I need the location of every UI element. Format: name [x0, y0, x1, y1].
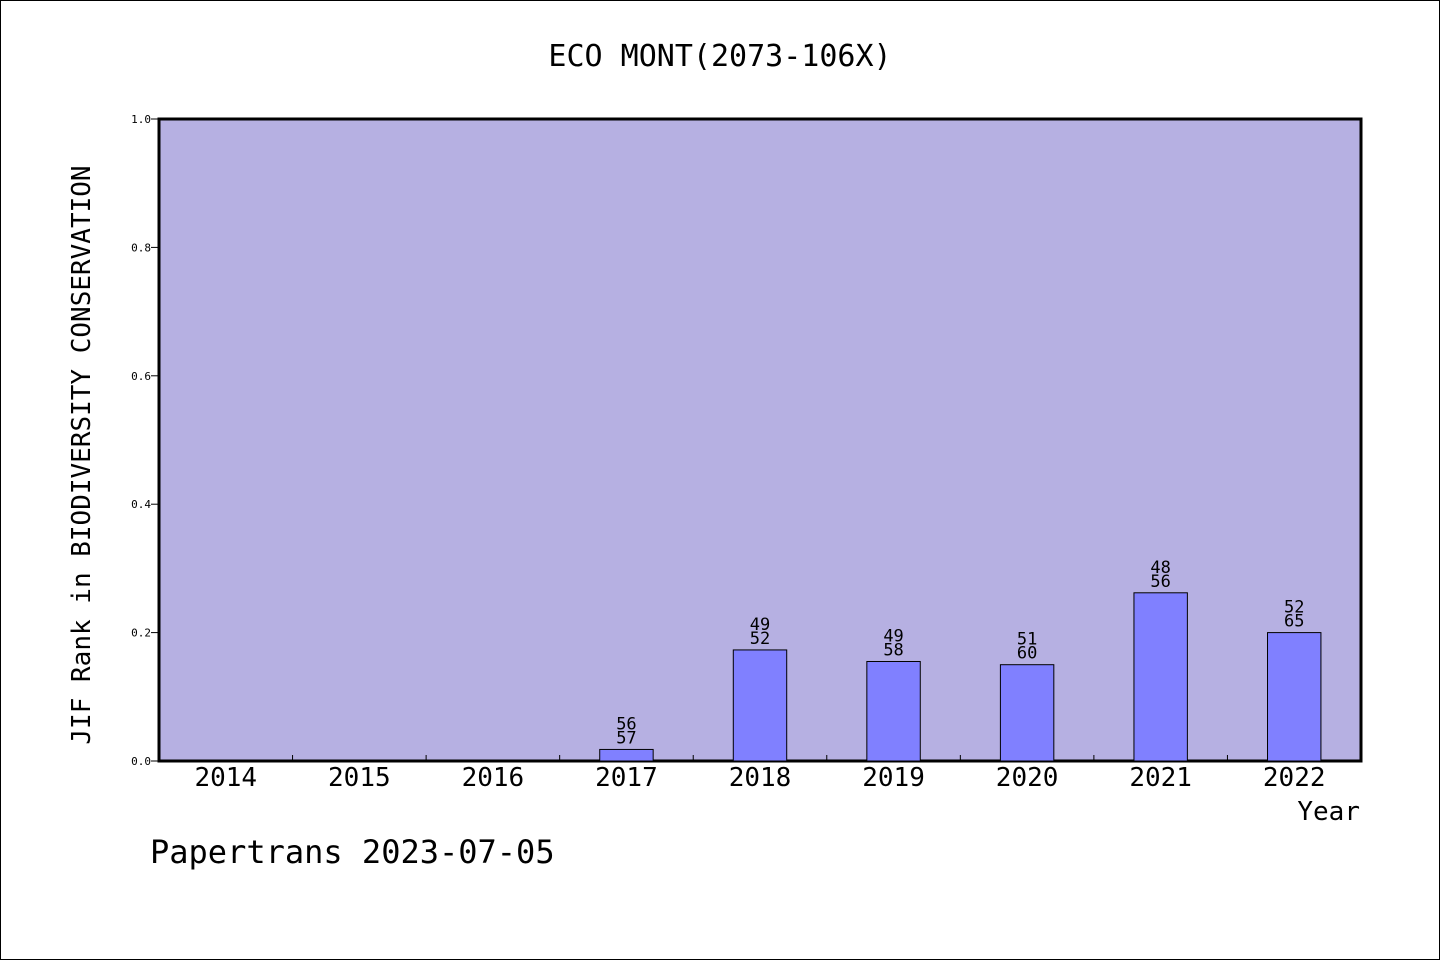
bar-label-total: 65	[1284, 612, 1304, 632]
x-tick-label: 2017	[595, 763, 658, 793]
y-axis-label: JIF Rank in BIODIVERSITY CONSERVATION	[67, 165, 97, 744]
bar-2022	[1267, 632, 1322, 762]
y-tick-label: 0.6	[131, 370, 151, 383]
bar-label-total: 57	[616, 728, 636, 748]
y-tick-label: 0.4	[131, 498, 151, 511]
x-axis-label: Year	[1297, 797, 1360, 827]
bar-label-rank: 56	[616, 714, 636, 734]
x-tick-label: 2018	[729, 763, 792, 793]
bar-label-rank: 48	[1150, 558, 1170, 578]
bars	[599, 592, 1322, 762]
bar-2021	[1133, 592, 1188, 762]
bar-2019	[866, 660, 921, 762]
footer-credit: Papertrans 2023-07-05	[150, 833, 555, 871]
bar-label-total: 58	[883, 640, 903, 660]
bar-label-total: 52	[750, 629, 770, 649]
x-tick-label: 2014	[194, 763, 257, 793]
bar-2017	[599, 748, 654, 762]
y-tick-label: 0.2	[131, 627, 151, 640]
bar-label-total: 60	[1017, 644, 1037, 664]
x-axis: 2014 2015 2016 2017 2018 2019 2020 2021 2022	[194, 755, 1326, 793]
y-tick-label: 1.0	[131, 113, 151, 126]
y-tick-label: 0.0	[131, 755, 151, 768]
bar-label-rank: 49	[883, 626, 903, 646]
y-tick-label: 0.8	[131, 241, 151, 254]
chart-title: ECO MONT(2073-106X)	[548, 39, 891, 74]
bar-label-rank: 51	[1017, 630, 1037, 650]
x-tick-label: 2015	[328, 763, 391, 793]
bar-2018	[732, 649, 788, 762]
x-tick-label: 2022	[1263, 763, 1326, 793]
bar-2020	[999, 664, 1055, 762]
bar-label-rank: 49	[750, 615, 770, 635]
x-tick-label: 2016	[462, 763, 525, 793]
bar-label-rank: 52	[1284, 598, 1304, 618]
y-axis: 0.0 0.2 0.4 0.6 0.8 1.0	[131, 113, 159, 768]
x-tick-label: 2020	[996, 763, 1059, 793]
bar-label-total: 56	[1150, 572, 1170, 592]
x-tick-label: 2019	[862, 763, 925, 793]
x-tick-label: 2021	[1129, 763, 1192, 793]
